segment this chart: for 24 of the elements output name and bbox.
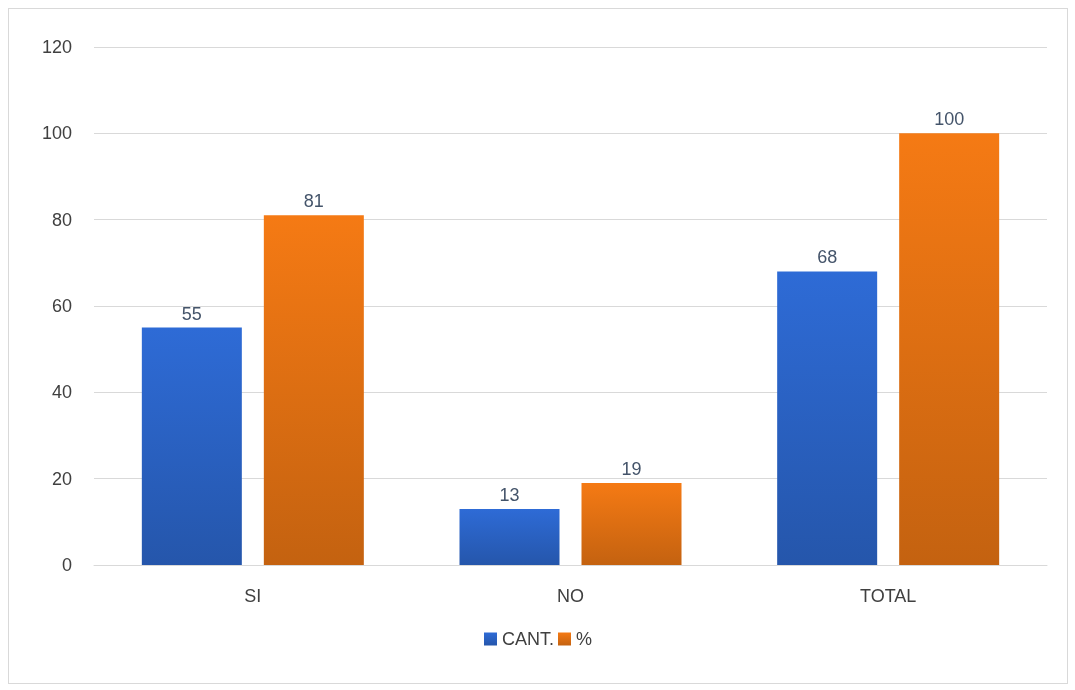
x-tick-label: SI (244, 586, 262, 606)
y-tick-label: 20 (51, 468, 72, 489)
legend-label: CANT. (502, 629, 555, 649)
x-tick-label: NO (557, 586, 584, 606)
y-tick-label: 0 (61, 555, 72, 575)
bar (459, 508, 560, 565)
y-tick-label: 60 (51, 296, 72, 316)
data-label: 55 (181, 303, 202, 324)
data-label: 13 (499, 484, 520, 505)
bar (141, 327, 242, 565)
bar (777, 271, 878, 565)
data-label: 100 (934, 109, 965, 130)
bar (581, 482, 682, 565)
data-label: 19 (621, 458, 642, 479)
data-label: 81 (303, 191, 324, 212)
y-tick-label: 80 (51, 209, 72, 230)
bar (899, 133, 1000, 565)
data-label: 68 (817, 247, 838, 268)
y-tick-label: 120 (41, 37, 72, 57)
bar (263, 215, 364, 565)
y-tick-label: 100 (41, 123, 72, 144)
legend-label: % (576, 629, 593, 649)
y-tick-label: 40 (51, 382, 72, 403)
x-tick-label: TOTAL (859, 586, 917, 606)
